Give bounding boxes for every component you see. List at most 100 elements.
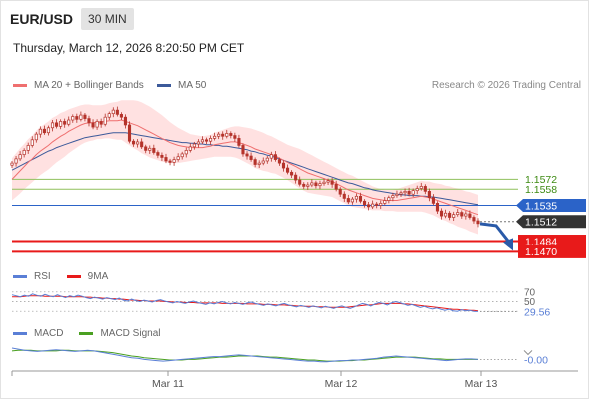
level-label-1: 1.1558 (525, 184, 557, 196)
level-label-5: 1.1470 (525, 246, 557, 258)
candle-71 (298, 179, 302, 185)
candle-27 (119, 114, 123, 118)
ma20-swatch (13, 84, 27, 87)
candle-88 (367, 204, 371, 208)
candle-62 (261, 160, 265, 164)
candle-90 (375, 203, 379, 206)
candle-56 (237, 138, 241, 146)
candle-78 (326, 180, 330, 183)
macd-legend: MACD MACD Signal (13, 328, 160, 339)
candle-29 (127, 124, 132, 142)
candle-105 (435, 203, 440, 212)
rsi-line (11, 293, 479, 312)
candle-2 (18, 154, 22, 160)
level-label-3: 1.1512 (525, 217, 557, 229)
candle-113 (468, 213, 472, 218)
candle-64 (269, 154, 273, 159)
level-tag-2 (516, 198, 586, 212)
candle-97 (403, 191, 407, 194)
candle-115 (476, 220, 480, 225)
candle-67 (281, 162, 286, 169)
rsi-ma-swatch (66, 275, 81, 278)
candle-47 (200, 139, 205, 143)
candle-50 (213, 135, 217, 139)
candle-103 (427, 191, 431, 199)
interval-button[interactable]: 30 MIN (81, 8, 134, 30)
candle-99 (411, 190, 415, 195)
candle-35 (152, 147, 156, 153)
candle-111 (460, 212, 464, 217)
ma20-legend: MA 20 + Bollinger Bands (13, 80, 144, 91)
candle-89 (371, 203, 375, 208)
candle-112 (464, 213, 468, 217)
candle-48 (204, 139, 209, 142)
candle-72 (302, 183, 306, 187)
candle-61 (257, 162, 261, 165)
candle-51 (217, 133, 221, 137)
candle-45 (192, 143, 196, 148)
candle-33 (144, 146, 148, 151)
rsi-legend-label: RSI (34, 271, 51, 282)
candle-68 (285, 167, 290, 173)
ma50-legend: MA 50 (157, 80, 206, 91)
candle-83 (346, 198, 350, 203)
candle-80 (334, 183, 338, 190)
candle-84 (350, 198, 354, 203)
level-tag-3 (516, 215, 586, 229)
rsi-swatch (13, 275, 27, 278)
symbol-label[interactable]: EUR/USD (10, 11, 74, 27)
candle-91 (379, 203, 383, 206)
candle-69 (290, 171, 294, 176)
candle-76 (318, 183, 322, 187)
candle-26 (115, 109, 119, 115)
level-tag-4 (518, 235, 586, 249)
level-label-2: 1.1535 (525, 200, 557, 212)
macd-signal-swatch (79, 332, 94, 335)
candle-10 (50, 122, 55, 129)
ma50-line (11, 132, 479, 206)
candle-94 (391, 195, 395, 199)
candle-73 (306, 184, 310, 187)
candle-30 (132, 140, 136, 145)
candle-31 (136, 141, 140, 145)
candle-6 (34, 133, 38, 141)
candle-42 (180, 153, 184, 158)
candle-82 (342, 193, 346, 199)
candle-32 (140, 141, 144, 148)
candle-49 (209, 138, 213, 142)
candle-41 (176, 156, 180, 160)
candle-38 (164, 157, 168, 162)
candle-114 (472, 217, 476, 222)
macd-current-label: -0.00 (524, 354, 548, 366)
bollinger-band (12, 100, 478, 235)
candle-108 (448, 212, 452, 218)
candle-18 (83, 114, 87, 119)
candle-55 (233, 135, 237, 139)
macd-panel: -0.00 (11, 347, 548, 366)
chart-datetime: Thursday, March 12, 2026 8:20:50 PM CET (13, 41, 245, 55)
candle-81 (338, 188, 342, 195)
candle-11 (55, 122, 59, 127)
candle-95 (395, 193, 399, 196)
forecast-arrow-head (503, 238, 513, 251)
candle-17 (79, 114, 83, 120)
ma20-legend-label: MA 20 + Bollinger Bands (34, 80, 144, 91)
forecast-arrow (479, 222, 511, 244)
macd-swatch (13, 332, 27, 335)
candle-100 (415, 188, 419, 192)
candle-9 (46, 127, 51, 134)
candle-0 (10, 162, 14, 166)
candle-79 (330, 180, 334, 185)
rsi-legend: RSI 9MA (13, 271, 108, 282)
candle-19 (87, 118, 91, 124)
candle-8 (42, 128, 46, 134)
candle-52 (221, 133, 225, 137)
macd-signal-legend-label: MACD Signal (100, 328, 161, 339)
candle-7 (38, 128, 42, 135)
candle-16 (75, 116, 79, 120)
candle-24 (107, 113, 111, 118)
candle-13 (63, 121, 67, 125)
time-axis: Mar 11 Mar 12 Mar 13 (11, 370, 578, 390)
